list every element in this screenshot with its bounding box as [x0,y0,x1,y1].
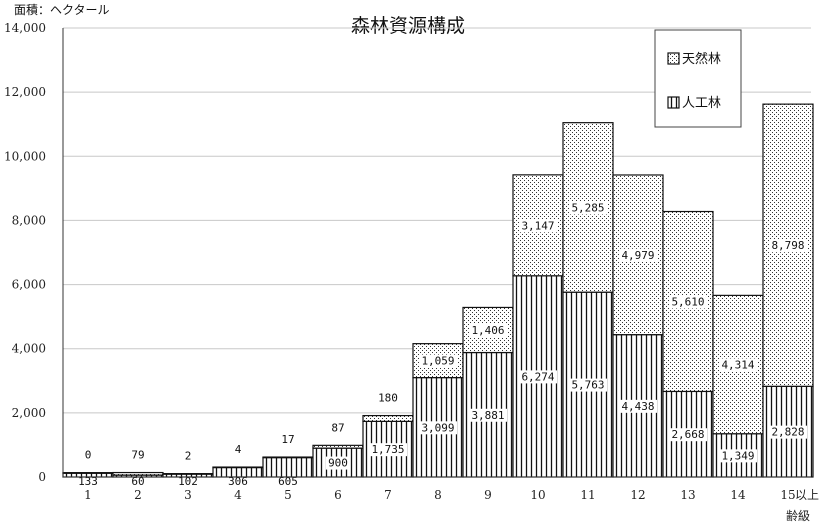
x-tick-label: 12 [630,488,645,502]
gridlines [63,27,811,414]
data-label-planted: 3,881 [471,409,504,422]
data-label-natural: 1,059 [421,355,454,368]
data-label-bg [769,425,807,439]
x-tick-label: 15 [780,488,795,502]
data-label-bg [419,421,457,435]
y-axis-unit-label: 面積：ヘクタール [14,2,110,17]
x-tick-label: 5 [284,488,292,502]
data-label-bg [669,295,707,309]
data-label-natural: 5,285 [571,201,604,214]
data-label-planted: 306 [228,475,248,488]
data-label-planted: 1,349 [721,449,754,462]
bar-natural [62,472,114,474]
data-label-natural: 4 [235,443,242,456]
data-label-bg [519,219,557,233]
x-axis-ticks: 1 2 3 4 5 6 7 8 9 10 11 12 13 14 15 [84,488,795,502]
data-label-planted: 102 [178,475,198,488]
data-label-bg [569,378,607,392]
data-label-bg [619,399,657,413]
data-label-bg [569,201,607,215]
x-tick-label: 14 [730,488,746,502]
legend: 天然林 人工林 [654,29,742,128]
x-tick-label: 8 [434,488,442,502]
legend-label-planted: 人工林 [682,96,721,111]
data-label-natural: 8,798 [771,239,804,252]
data-label-planted: 133 [78,475,98,488]
data-label-planted: 3,099 [421,421,454,434]
x-tick-label: 7 [384,488,392,502]
data-label-bg [469,408,507,422]
data-label-natural: 79 [131,449,144,462]
y-tick-label: 8,000 [12,213,46,227]
data-label-planted: 605 [278,475,298,488]
x-tick-label: 4 [234,488,242,502]
y-tick-label: 0 [38,470,46,484]
bar-natural [312,444,364,449]
data-label-planted: 4,438 [621,400,654,413]
x-tick-label: 2 [134,488,142,502]
y-tick-label: 6,000 [12,278,46,292]
data-label-bg [719,449,757,463]
x-tick-label: 6 [334,488,342,502]
legend-box [654,29,742,128]
data-label-bg [519,370,557,384]
data-label-planted: 6,274 [521,370,554,383]
data-label-bg [619,248,657,262]
data-label-bg [669,428,707,442]
data-label-natural: 5,610 [671,295,704,308]
y-axis-ticks: 0 2,000 4,000 6,000 8,000 10,000 12,000 14,000 [4,21,46,484]
data-label-bg [469,323,507,337]
data-label-planted: 5,763 [571,379,604,392]
bar-natural [212,466,264,469]
y-tick-label: 12,000 [4,85,46,99]
bar-natural [362,414,414,422]
data-label-natural: 3,147 [521,219,554,232]
data-label-planted: 1,735 [371,443,404,456]
x-tick-label: 1 [84,488,92,502]
x-tick-label: 9 [484,488,492,502]
data-label-bg [769,239,807,253]
x-axis-suffix-label: 以上 [795,488,819,502]
data-label-natural: 1,406 [471,324,504,337]
legend-swatch-planted [667,96,680,109]
data-label-natural: 87 [331,421,344,434]
x-axis-title: 齢級 [786,508,810,523]
x-tick-label: 13 [680,488,695,502]
data-label-natural: 180 [378,392,398,405]
y-tick-label: 2,000 [12,406,46,420]
legend-swatch-natural [667,52,680,65]
data-label-natural: 0 [85,449,92,462]
x-tick-label: 11 [580,488,595,502]
y-tick-label: 10,000 [4,149,46,163]
data-label-bg [719,358,757,372]
data-label-natural: 4,979 [621,249,654,262]
bar-natural [262,456,314,459]
data-label-planted: 2,668 [671,428,704,441]
data-label-natural: 2 [185,450,192,463]
data-label-natural: 17 [281,433,294,446]
x-tick-label: 3 [184,488,192,502]
chart-title: 森林資源構成 [351,15,465,37]
y-tick-label: 14,000 [4,21,46,35]
x-tick-label: 10 [530,488,545,502]
data-label-planted: 900 [328,457,348,470]
legend-label-natural: 天然林 [682,51,721,67]
data-label-bg [419,354,457,368]
data-label-planted: 2,828 [771,426,804,439]
y-tick-label: 4,000 [12,342,46,356]
data-label-planted: 60 [131,475,144,488]
data-label-bg [325,456,351,470]
data-labels: 133 0 60 79 102 2 306 4 605 17 900 87 1,735 180 3,099 1… [78,201,807,488]
data-label-natural: 4,314 [721,359,754,372]
data-label-bg [369,443,407,457]
